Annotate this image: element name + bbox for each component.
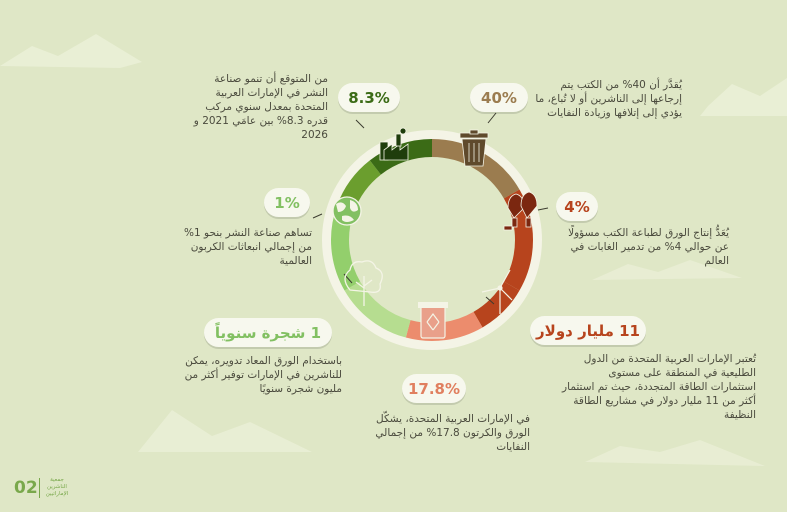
stat-text-publishing-growth: من المتوقع أن تنمو صناعة النشر في الإمار…	[193, 73, 328, 141]
page-number: 02	[14, 478, 38, 498]
ring-segment-2	[473, 281, 520, 328]
stat-value-publishing-growth: 8.3%	[338, 83, 400, 112]
stat-value-deforestation: 4%	[556, 192, 598, 221]
factory-icon	[379, 127, 409, 161]
wind-turbine-icon	[481, 269, 513, 314]
ring-segment-4	[344, 281, 411, 338]
stat-text-deforestation: يُعَدُّ إنتاج الورق لطباعة الكتب مسؤولًا…	[568, 227, 729, 267]
stat-value-books-returned: 40%	[470, 83, 528, 112]
stat-text-paper-waste: في الإمارات العربية المتحدة، يشكّل الورق…	[375, 413, 530, 453]
footer-divider	[39, 478, 40, 498]
stat-value-clean-energy: 11 مليار دولار	[530, 316, 646, 345]
connector-ticks	[312, 112, 549, 305]
trash-bin-icon	[459, 129, 489, 167]
ring-outer-white	[322, 130, 542, 350]
stat-value-paper-waste: 17.8%	[402, 374, 466, 403]
publisher-logo: جمعية الناشرين الإماراتيين	[45, 477, 69, 497]
globe-icon	[332, 196, 362, 226]
stat-text-carbon-emissions: تساهم صناعة النشر بنحو 1% من إجمالي انبع…	[184, 227, 312, 267]
recycle-bin-icon	[418, 302, 448, 339]
stat-text-clean-energy: تُعتبر الإمارات العربية المتحدة من الدول…	[562, 353, 756, 421]
stat-value-trees-saved: 1 شجرة سنوياً	[204, 318, 332, 347]
stat-text-books-returned: يُقدَّر أن 40% من الكتب يتم إرجاعها إلى …	[535, 79, 682, 119]
tree-icon	[344, 260, 383, 306]
cut-trees-icon	[503, 191, 538, 231]
stat-text-trees-saved: باستخدام الورق المعاد تدويره، يمكن للناش…	[184, 355, 342, 395]
stat-value-carbon-emissions: 1%	[264, 188, 310, 217]
